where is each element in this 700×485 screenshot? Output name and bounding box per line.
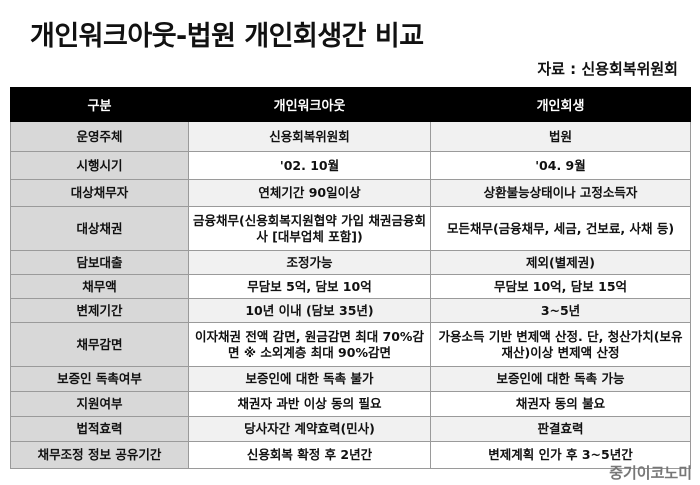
row-label: 법적효력 (10, 416, 189, 442)
table-row: 대상채무자 연체기간 90일이상 상환불능상태이나 고정소득자 (10, 179, 691, 207)
row-label: 대상채무자 (10, 179, 189, 207)
workout-cell: 신용회복 확정 후 2년간 (188, 441, 431, 469)
rehab-cell: 채권자 동의 불요 (430, 391, 691, 417)
source-note: 자료 : 신용회복위원회 (537, 60, 678, 78)
table-row: 변제기간 10년 이내 (담보 35년) 3~5년 (10, 298, 691, 323)
rehab-cell: 판결효력 (430, 416, 691, 442)
table-row: 시행시기 '02. 10월 '04. 9월 (10, 151, 691, 180)
row-label: 시행시기 (10, 151, 189, 180)
row-label: 대상채권 (10, 206, 189, 251)
row-label: 채무감면 (10, 322, 189, 367)
rehab-cell: 모든채무(금융채무, 세금, 건보료, 사채 등) (430, 206, 691, 251)
table-row: 채무감면 이자채권 전액 감면, 원금감면 최대 70%감면 ※ 소외계층 최대… (10, 322, 691, 367)
workout-cell: 신용회복위원회 (188, 121, 431, 152)
row-label: 채무액 (10, 274, 189, 299)
workout-cell: 이자채권 전액 감면, 원금감면 최대 70%감면 ※ 소외계층 최대 90%감… (188, 322, 431, 367)
rehab-cell: '04. 9월 (430, 151, 691, 180)
row-label: 운영주체 (10, 121, 189, 152)
table-row: 대상채권 금융채무(신용회복지원협약 가입 채권금융회사 [대부업체 포함]) … (10, 206, 691, 251)
rehab-cell: 무담보 10억, 담보 15억 (430, 274, 691, 299)
workout-cell: 채권자 과반 이상 동의 필요 (188, 391, 431, 417)
row-label: 보증인 독촉여부 (10, 366, 189, 392)
table-row: 운영주체 신용회복위원회 법원 (10, 121, 691, 152)
row-label: 지원여부 (10, 391, 189, 417)
row-label: 변제기간 (10, 298, 189, 323)
workout-cell: 보증인에 대한 독촉 불가 (188, 366, 431, 392)
workout-cell: 당사자간 계약효력(민사) (188, 416, 431, 442)
publisher-watermark: 중기이코노미 (609, 464, 692, 482)
table-row: 지원여부 채권자 과반 이상 동의 필요 채권자 동의 불요 (10, 391, 691, 417)
rehab-cell: 제외(별제권) (430, 250, 691, 275)
row-label: 채무조정 정보 공유기간 (10, 441, 189, 469)
table-row: 채무조정 정보 공유기간 신용회복 확정 후 2년간 변제계획 인가 후 3~5… (10, 441, 691, 469)
comparison-table: 구분 개인워크아웃 개인회생 운영주체 신용회복위원회 법원 시행시기 '02.… (10, 87, 691, 469)
rehab-cell: 변제계획 인가 후 3~5년간 (430, 441, 691, 469)
rehab-cell: 가용소득 기반 변제액 산정. 단, 청산가치(보유재산)이상 변제액 산정 (430, 322, 691, 367)
table-row: 채무액 무담보 5억, 담보 10억 무담보 10억, 담보 15억 (10, 274, 691, 299)
rehab-cell: 보증인에 대한 독촉 가능 (430, 366, 691, 392)
table-row: 법적효력 당사자간 계약효력(민사) 판결효력 (10, 416, 691, 442)
rehab-cell: 법원 (430, 121, 691, 152)
workout-cell: 10년 이내 (담보 35년) (188, 298, 431, 323)
row-label: 담보대출 (10, 250, 189, 275)
workout-cell: 금융채무(신용회복지원협약 가입 채권금융회사 [대부업체 포함]) (188, 206, 431, 251)
header-rehab: 개인회생 (430, 87, 691, 122)
header-category: 구분 (10, 87, 189, 122)
table-row: 담보대출 조정가능 제외(별제권) (10, 250, 691, 275)
page-title: 개인워크아웃-법원 개인회생간 비교 (30, 21, 424, 52)
rehab-cell: 상환불능상태이나 고정소득자 (430, 179, 691, 207)
workout-cell: '02. 10월 (188, 151, 431, 180)
workout-cell: 연체기간 90일이상 (188, 179, 431, 207)
table-header-row: 구분 개인워크아웃 개인회생 (10, 87, 691, 122)
table-row: 보증인 독촉여부 보증인에 대한 독촉 불가 보증인에 대한 독촉 가능 (10, 366, 691, 392)
workout-cell: 조정가능 (188, 250, 431, 275)
header-workout: 개인워크아웃 (188, 87, 431, 122)
workout-cell: 무담보 5억, 담보 10억 (188, 274, 431, 299)
rehab-cell: 3~5년 (430, 298, 691, 323)
